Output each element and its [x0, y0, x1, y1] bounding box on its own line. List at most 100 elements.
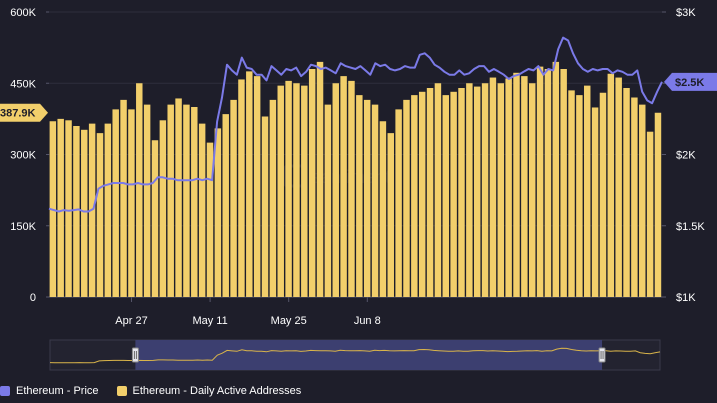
daa-bar [544, 69, 552, 297]
daa-bar [104, 123, 112, 297]
right-axis: $1K $1.5K $2K $2.5K $3K [662, 7, 705, 304]
daa-marker-bg [0, 103, 48, 122]
daa-bar [466, 83, 473, 297]
daa-bar [285, 80, 292, 297]
daa-bar [191, 107, 198, 297]
daa-bar [348, 80, 355, 297]
daa-bar [426, 88, 434, 297]
daa-bar [277, 85, 284, 297]
navigator-handle[interactable] [131, 347, 139, 363]
daa-bar [403, 99, 410, 297]
daa-bar [654, 112, 662, 297]
daa-bar [521, 76, 528, 297]
daa-bar [198, 123, 206, 297]
daa-bar [631, 97, 638, 297]
right-tick-label: $1.5K [676, 221, 705, 233]
daa-bar [536, 66, 544, 297]
price-swatch-icon [0, 386, 10, 396]
daa-bar [356, 95, 363, 297]
daa-bar [450, 91, 457, 297]
daa-bar [340, 76, 347, 297]
daa-bar [481, 83, 489, 297]
daa-bar [513, 72, 520, 297]
price-marker-label: $2.5K [675, 77, 704, 89]
daa-bar [57, 118, 64, 297]
bar-series [49, 61, 662, 297]
daa-bar [434, 83, 442, 297]
daa-bar [65, 120, 72, 297]
daa-bar [159, 120, 167, 297]
price-line [48, 36, 663, 213]
right-tick-label: $2K [676, 150, 696, 162]
daa-bar [411, 95, 418, 297]
x-axis: Apr 27 May 11 May 25 Jun 8 [115, 297, 381, 327]
daa-bar [332, 83, 339, 297]
daa-bar [560, 69, 567, 297]
axis-markers: 387.9K $2.5K [0, 72, 717, 122]
daa-bar [120, 99, 127, 297]
daa-bar [497, 83, 505, 297]
daa-bar [371, 104, 379, 297]
legend-price-label: Ethereum - Price [16, 385, 99, 397]
daa-bar [363, 99, 371, 297]
x-tick-label: Apr 27 [115, 315, 147, 327]
daa-bar [143, 104, 151, 297]
daa-bar [183, 104, 190, 297]
legend-item-price[interactable]: Ethereum - Price [0, 385, 99, 397]
price-marker-bg [664, 72, 717, 91]
left-tick-label: 300K [10, 150, 36, 162]
daa-bar [528, 83, 536, 297]
left-tick-label: 600K [10, 7, 36, 19]
daa-bar [316, 61, 324, 297]
daa-bar [112, 109, 119, 297]
x-tick-label: May 11 [192, 315, 227, 327]
grid-lines [49, 11, 662, 298]
daa-bar [505, 78, 512, 297]
daa-bar [175, 98, 182, 297]
right-tick-label: $3K [676, 7, 696, 19]
navigator-handle[interactable] [598, 347, 606, 363]
daa-bar [639, 104, 646, 297]
daa-bar [489, 77, 497, 297]
daa-bar [623, 88, 630, 297]
daa-bar [222, 114, 229, 297]
daa-swatch-icon [116, 386, 127, 396]
daa-bar [81, 129, 88, 297]
daa-bar [576, 95, 583, 297]
daa-bar [607, 73, 615, 297]
daa-bar [128, 109, 135, 297]
daa-bar [261, 116, 269, 297]
daa-bar [599, 92, 607, 297]
daa-bar [230, 99, 237, 297]
daa-bar [591, 107, 599, 297]
legend-item-daa[interactable]: Ethereum - Daily Active Addresses [116, 385, 301, 397]
daa-bar [167, 104, 174, 297]
navigator[interactable] [49, 339, 661, 371]
daa-bar [136, 83, 143, 297]
daa-bar [253, 76, 261, 297]
daa-bar [214, 128, 222, 297]
x-tick-label: May 25 [271, 315, 307, 327]
left-tick-label: 450K [10, 78, 36, 90]
daa-bar [584, 85, 591, 297]
daa-bar [615, 77, 622, 297]
left-tick-label: 0 [30, 292, 36, 304]
daa-bar [293, 83, 300, 297]
left-axis: 0 150K 300K 450K 600K [10, 7, 49, 304]
daa-bar [301, 85, 308, 297]
daa-bar [246, 71, 253, 297]
daa-bar [379, 121, 387, 297]
right-tick-label: $1K [676, 292, 696, 304]
daa-bar [324, 104, 332, 297]
daa-bar [458, 88, 465, 297]
daa-bar [442, 95, 450, 297]
daa-bar [418, 91, 426, 297]
daa-bar [238, 79, 245, 297]
daa-bar [395, 109, 402, 297]
daa-bar [73, 126, 80, 297]
line-series [48, 36, 663, 213]
navigator-selection[interactable] [135, 340, 603, 370]
x-tick-label: Jun 8 [354, 315, 381, 327]
daa-bar [206, 142, 214, 297]
